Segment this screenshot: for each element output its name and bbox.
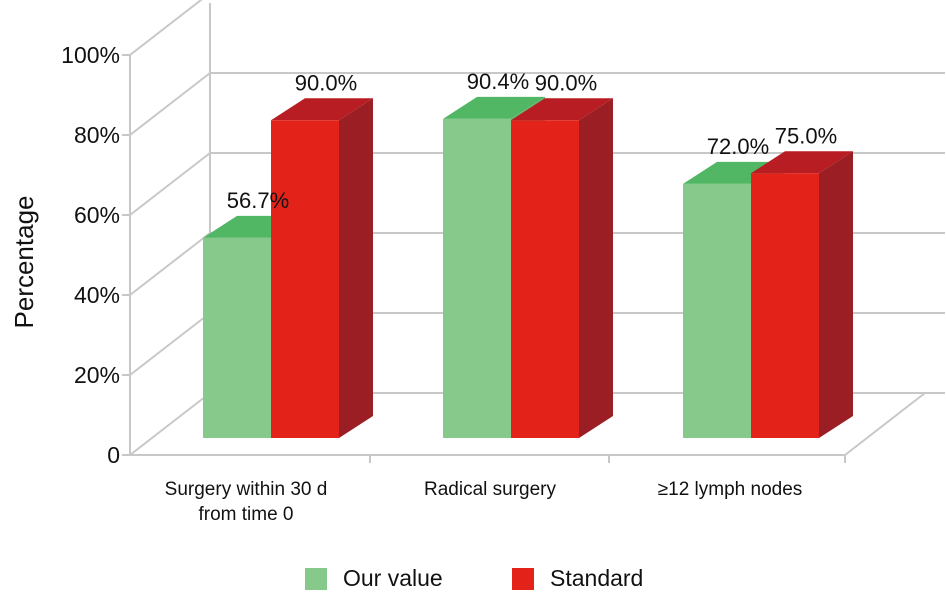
gridline-diagonal xyxy=(129,152,211,216)
gridline-diagonal xyxy=(129,232,211,296)
data-label: 90.4% xyxy=(467,69,529,94)
bar-side xyxy=(579,98,613,439)
bar xyxy=(203,237,271,438)
bar xyxy=(511,120,579,439)
data-label: 75.0% xyxy=(775,123,837,148)
data-label: 90.0% xyxy=(295,70,357,95)
bar xyxy=(271,120,339,439)
bar-side xyxy=(819,151,853,438)
category-label: Radical surgery xyxy=(424,479,556,500)
legend-swatch xyxy=(305,568,327,590)
legend-label: Our value xyxy=(343,565,443,591)
data-label: 56.7% xyxy=(227,188,289,213)
bar-side xyxy=(339,98,373,439)
gridline-diagonal xyxy=(129,392,211,456)
bars xyxy=(203,96,853,439)
legend-label: Standard xyxy=(550,565,643,591)
category-label: ≥12 lymph nodes xyxy=(658,479,803,500)
y-tick-label: 80% xyxy=(74,122,120,148)
y-axis-title: Percentage xyxy=(9,196,39,329)
y-tick-label: 100% xyxy=(61,42,120,68)
bar xyxy=(443,118,511,438)
bar xyxy=(683,183,751,438)
x-axis-labels: Surgery within 30 d from time 0 Radical su… xyxy=(165,479,803,525)
category-label: from time 0 xyxy=(198,504,293,525)
category-label: Surgery within 30 d xyxy=(165,479,328,500)
y-tick-label: 40% xyxy=(74,282,120,308)
legend-swatch xyxy=(512,568,534,590)
data-label: 72.0% xyxy=(707,134,769,159)
gridline-diagonal xyxy=(129,72,211,136)
y-axis: 0 20% 40% 60% 80% 100% xyxy=(61,42,846,468)
gridline-diagonal xyxy=(129,0,203,56)
y-tick-label: 0 xyxy=(107,442,120,468)
y-tick-label: 20% xyxy=(74,362,120,388)
y-tick-label: 60% xyxy=(74,202,120,228)
gridline-diagonal xyxy=(129,312,211,376)
data-label: 90.0% xyxy=(535,70,597,95)
floor-right-edge xyxy=(844,392,926,456)
data-labels: 56.7%90.0% 90.4% 90.0%72.0% 75.0% xyxy=(227,69,837,213)
bar xyxy=(751,173,819,438)
legend: Our value Standard xyxy=(305,565,643,591)
